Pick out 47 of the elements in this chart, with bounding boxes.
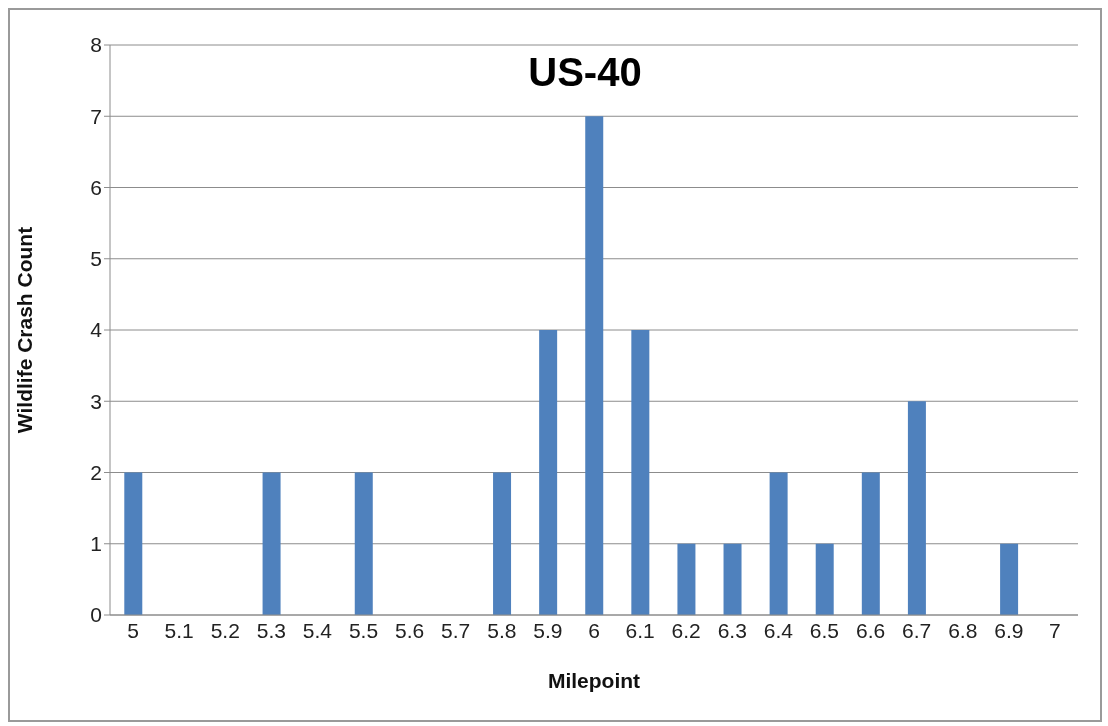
y-tick-label: 6 (90, 175, 102, 199)
bar (585, 116, 604, 615)
x-tick-label: 5.9 (533, 618, 563, 642)
bar (124, 472, 143, 615)
x-tick-label: 5.6 (395, 618, 425, 642)
bar (1000, 543, 1019, 615)
x-tick-label: 5.4 (302, 618, 333, 642)
x-tick-label: 6.6 (855, 618, 886, 642)
x-tick-label: 7 (1049, 618, 1061, 642)
x-axis-title: Milepoint (547, 669, 641, 692)
y-axis-title: Wildlife Crash Count (13, 226, 37, 434)
x-tick-label: 6.4 (763, 618, 794, 642)
x-tick-label: 6.1 (625, 618, 655, 642)
y-tick-label: 8 (90, 33, 102, 57)
x-tick-label: 5.7 (441, 618, 471, 642)
x-tick-label: 6.9 (994, 618, 1024, 642)
x-tick-label: 6.5 (809, 618, 840, 642)
x-tick-label: 6.8 (948, 618, 978, 642)
bar (769, 472, 788, 615)
x-tick-label: 6 (588, 618, 600, 642)
y-tick-label: 2 (90, 460, 102, 484)
x-tick-label: 5.8 (487, 618, 517, 642)
x-tick-label: 6.2 (671, 618, 701, 642)
x-tick-label: 5.5 (348, 618, 379, 642)
x-tick-label: 5.2 (210, 618, 240, 642)
x-tick-label: 5.1 (164, 618, 194, 642)
chart-title: US-40 (528, 50, 642, 94)
bar (861, 472, 880, 615)
x-tick-label: 6.3 (717, 618, 747, 642)
bar (723, 543, 742, 615)
y-tick-label: 3 (90, 389, 102, 413)
x-tick-label: 5.3 (256, 618, 286, 642)
bar (677, 543, 696, 615)
x-tick-label: 6.7 (902, 618, 932, 642)
bar (815, 543, 834, 615)
y-tick-label: 7 (90, 104, 102, 128)
y-tick-label: 5 (90, 247, 102, 271)
bar (262, 472, 281, 615)
y-tick-label: 0 (90, 603, 102, 627)
x-tick-label: 5 (127, 618, 139, 642)
bar (539, 330, 558, 615)
y-tick-label: 4 (90, 318, 103, 342)
bar (354, 472, 373, 615)
y-tick-label: 1 (90, 532, 102, 556)
bar (631, 330, 650, 615)
bar (493, 472, 512, 615)
bar (907, 401, 926, 615)
